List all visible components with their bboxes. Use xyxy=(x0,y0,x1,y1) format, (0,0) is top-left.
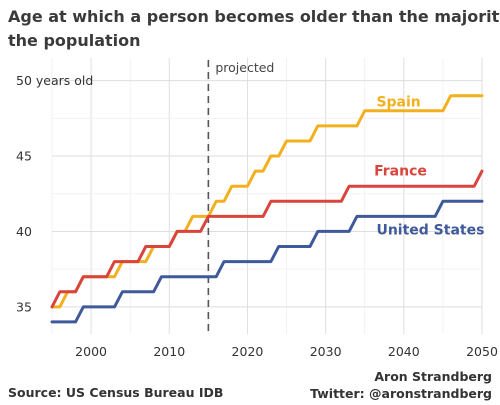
grid xyxy=(51,58,483,334)
series-label-spain: Spain xyxy=(376,94,420,110)
author-name: Aron Strandberg xyxy=(374,369,492,384)
y-tick-label: 40 xyxy=(16,224,32,239)
y-tick-label: 50 years old xyxy=(16,73,93,88)
x-tick-label: 2050 xyxy=(466,344,498,359)
x-tick-label: 2040 xyxy=(388,344,420,359)
x-tick-label: 2020 xyxy=(232,344,264,359)
series-label-united-states: United States xyxy=(376,222,484,238)
source-note: Source: US Census Bureau IDB xyxy=(8,385,223,400)
series-label-france: France xyxy=(374,164,427,180)
chart-title-line-1: Age at which a person becomes older than… xyxy=(8,7,500,26)
series-lines xyxy=(50,94,484,324)
series-line-spain xyxy=(50,94,484,309)
series-line-france xyxy=(50,169,484,309)
x-tick-label: 2000 xyxy=(75,344,107,359)
projected-label: projected xyxy=(215,60,274,75)
x-tick-label: 2030 xyxy=(310,344,342,359)
chart-title-line-2: the population xyxy=(8,31,141,50)
series-line-united-states xyxy=(50,199,484,324)
y-tick-label: 35 xyxy=(16,299,32,314)
x-tick-label: 2010 xyxy=(153,344,185,359)
y-axis-labels: 35 40 45 50 years old xyxy=(16,73,93,314)
author-twitter: Twitter: @aronstrandberg xyxy=(310,386,492,401)
x-axis-labels: 2000 2010 2020 2030 2040 2050 xyxy=(75,344,498,359)
y-tick-label: 45 xyxy=(16,149,32,164)
